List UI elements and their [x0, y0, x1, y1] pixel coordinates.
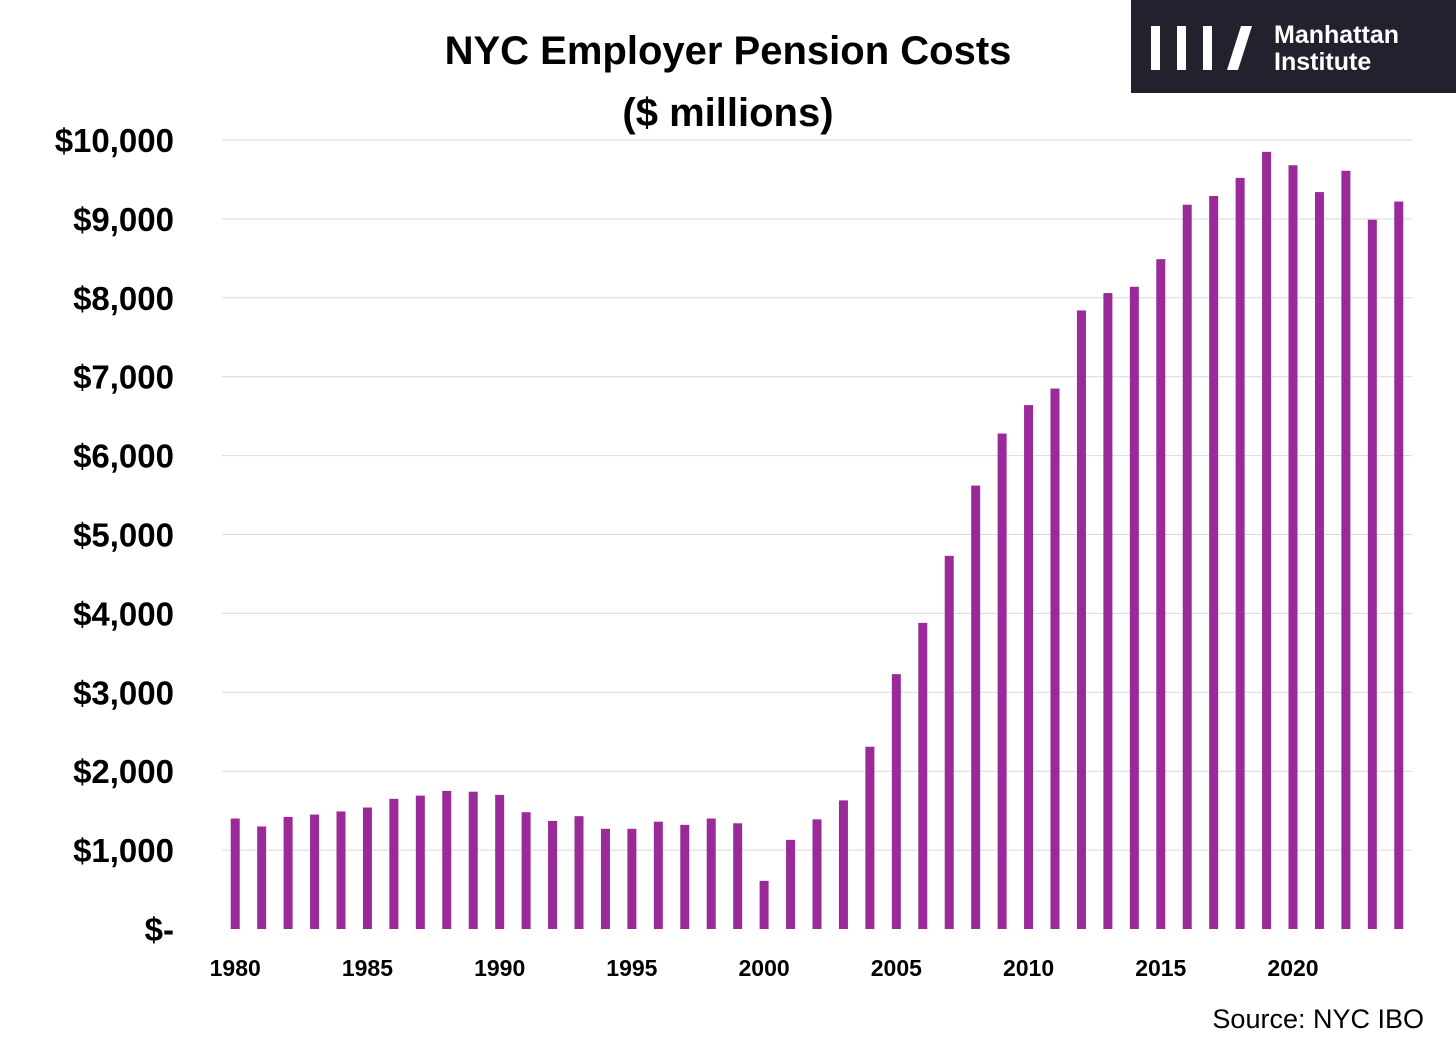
bar-1981: [257, 826, 267, 929]
bar-1986: [389, 798, 399, 929]
x-tick-label: 2015: [1135, 955, 1186, 981]
bar-1999: [733, 823, 743, 929]
bar-1995: [627, 828, 637, 929]
logo-mark-icon: [1151, 26, 1252, 70]
x-axis-tick-labels: 1980 1985 1990 1995 2000 2005 2010 2015 2020: [210, 955, 1319, 981]
bar-2023: [1367, 219, 1377, 930]
bar-1987: [415, 795, 425, 929]
y-tick-label: $1,000: [73, 832, 174, 869]
y-tick-label: $5,000: [73, 517, 174, 554]
bar-2017: [1209, 196, 1219, 930]
y-tick-label: $10,000: [55, 122, 174, 159]
bar-1988: [442, 790, 452, 929]
y-tick-label: $8,000: [73, 280, 174, 317]
bar-2004: [865, 746, 875, 929]
logo-line-2: Institute: [1274, 48, 1371, 76]
logo-line-1: Manhattan: [1274, 21, 1399, 49]
bar-2002: [812, 819, 822, 929]
bar-1983: [310, 814, 320, 929]
manhattan-institute-logo: Manhattan Institute: [1131, 0, 1456, 93]
y-tick-label: $2,000: [73, 753, 174, 790]
source-note: Source: NYC IBO: [1212, 1004, 1424, 1034]
bar-2007: [944, 555, 954, 929]
bar-1997: [680, 824, 690, 929]
y-tick-label: $6,000: [73, 438, 174, 475]
bar-2012: [1076, 310, 1086, 929]
bar-1985: [362, 807, 372, 929]
bar-2018: [1235, 177, 1245, 929]
chart-title: NYC Employer Pension Costs: [445, 29, 1012, 73]
y-tick-label: $9,000: [73, 201, 174, 238]
bar-2015: [1156, 259, 1166, 929]
x-tick-label: 1995: [606, 955, 657, 981]
x-tick-label: 1985: [342, 955, 393, 981]
bar-2008: [971, 485, 981, 929]
bar-2003: [838, 800, 848, 929]
y-tick-label: $3,000: [73, 674, 174, 711]
y-tick-label: $-: [145, 911, 174, 948]
bar-2019: [1262, 151, 1272, 929]
x-tick-label: 1980: [210, 955, 261, 981]
bar-2005: [891, 674, 901, 929]
y-tick-label: $4,000: [73, 595, 174, 632]
bar-1984: [336, 811, 346, 929]
bar-1993: [574, 816, 584, 929]
bar-2014: [1129, 286, 1139, 929]
x-tick-label: 2020: [1267, 955, 1318, 981]
bar-2001: [786, 839, 796, 929]
bars: [230, 151, 1404, 930]
bar-1990: [495, 794, 505, 929]
bar-1980: [230, 818, 240, 929]
bar-2024: [1394, 201, 1404, 930]
bar-2009: [997, 433, 1007, 929]
bar-1989: [468, 791, 478, 929]
bar-2021: [1314, 192, 1324, 930]
bar-1982: [283, 816, 293, 929]
bar-2011: [1050, 388, 1060, 929]
bar-1992: [548, 820, 558, 929]
bar-2006: [918, 622, 928, 929]
y-axis-tick-labels: $- $1,000 $2,000 $3,000 $4,000 $5,000 $6,000 $7…: [55, 122, 174, 948]
bar-1998: [706, 818, 716, 929]
x-tick-label: 2000: [739, 955, 790, 981]
bar-1994: [600, 828, 610, 929]
bar-2013: [1103, 293, 1113, 929]
x-tick-label: 1990: [474, 955, 525, 981]
bar-2016: [1182, 204, 1192, 929]
x-tick-label: 2010: [1003, 955, 1054, 981]
bar-1991: [521, 812, 531, 929]
x-tick-label: 2005: [871, 955, 922, 981]
y-tick-label: $7,000: [73, 359, 174, 396]
bar-2022: [1341, 170, 1351, 929]
bar-2010: [1024, 405, 1034, 929]
chart-subtitle: ($ millions): [622, 91, 833, 135]
bar-2000: [759, 880, 769, 929]
bar-2020: [1288, 165, 1298, 930]
bar-1996: [653, 821, 663, 929]
